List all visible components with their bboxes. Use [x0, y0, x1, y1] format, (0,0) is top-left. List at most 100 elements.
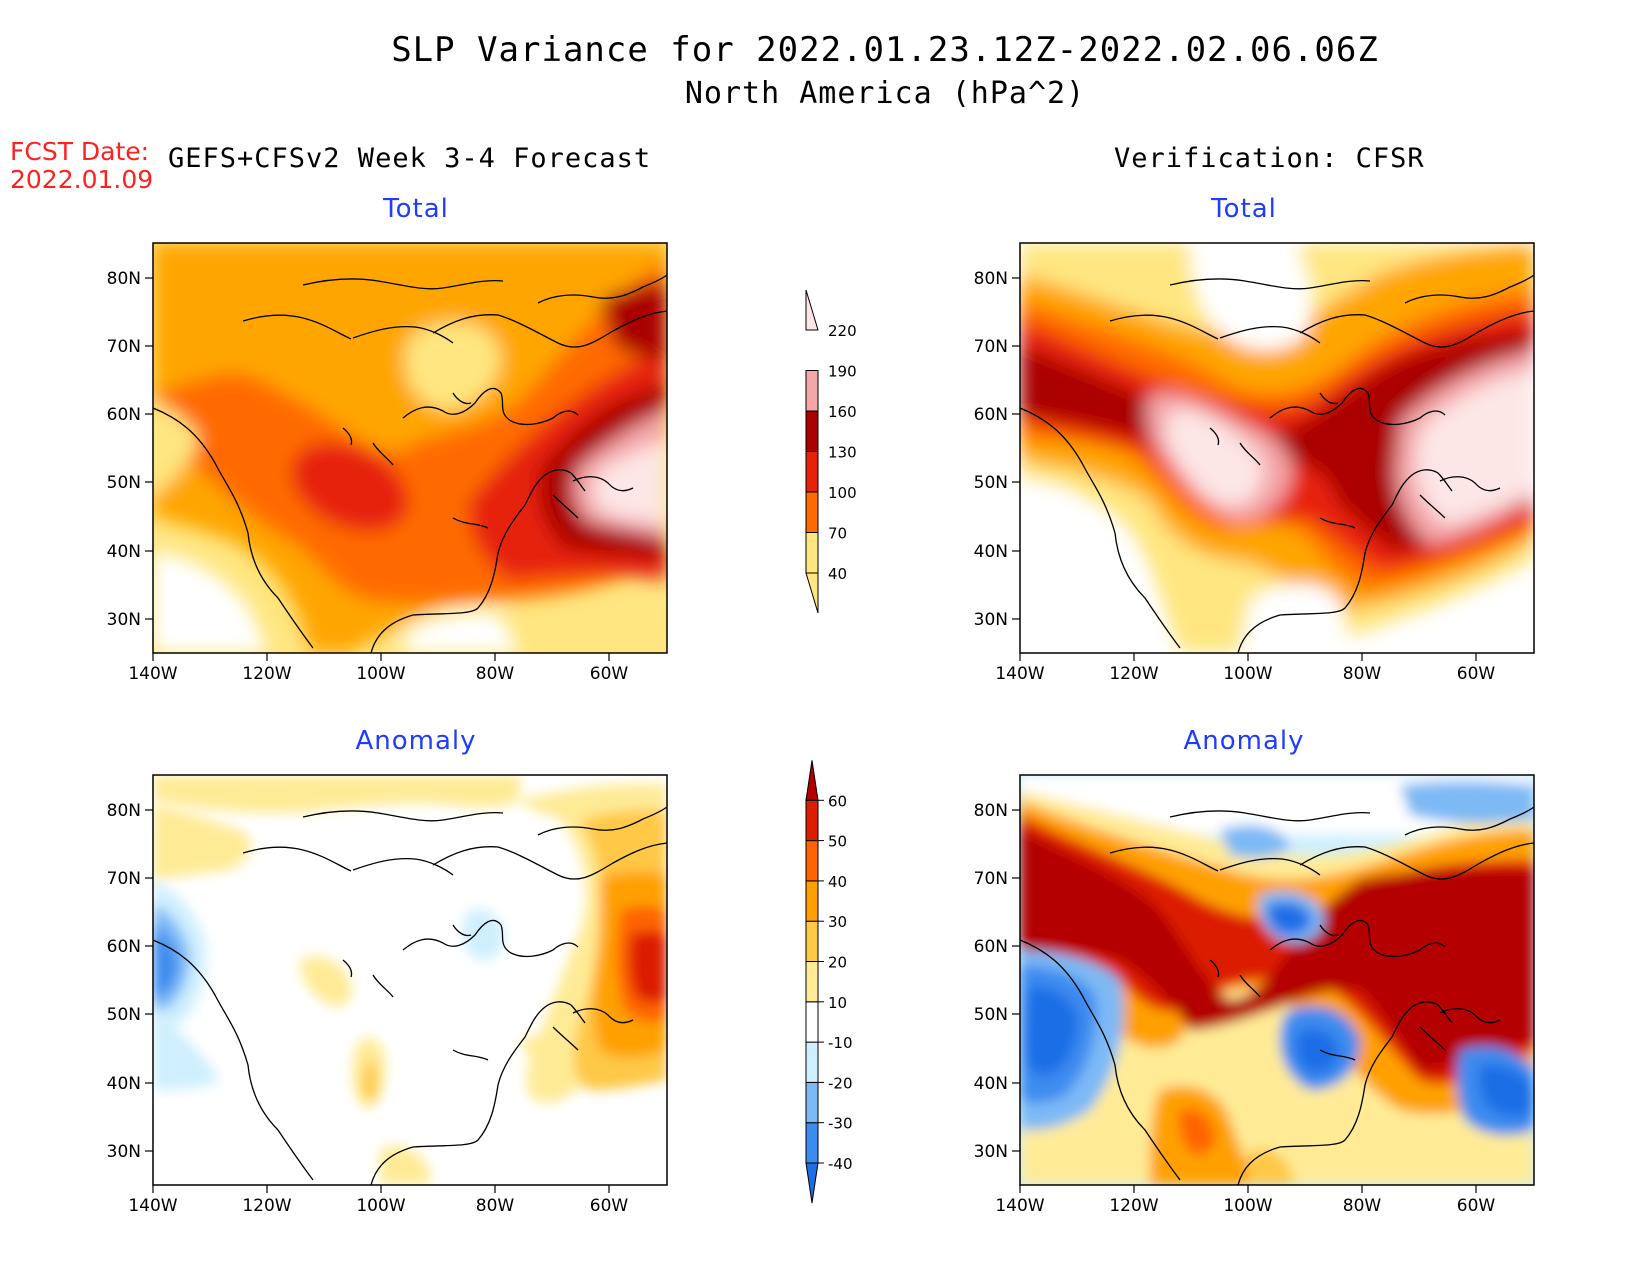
- lon-label: 100W: [1223, 664, 1272, 684]
- colorbar-label: -10: [828, 1034, 853, 1052]
- colorbar-upper-cap: [805, 289, 819, 331]
- lat-label: 80N: [974, 801, 1008, 821]
- colorbar-label: 100: [828, 484, 857, 502]
- lat-label: 30N: [974, 1142, 1008, 1162]
- colorbar-label: 40: [828, 565, 847, 583]
- lat-label: 60N: [974, 937, 1008, 957]
- colorbar-swatch: [805, 880, 819, 922]
- lat-label: 60N: [107, 405, 141, 425]
- colorbar-label: 60: [828, 792, 847, 810]
- lon-label: 100W: [1223, 1196, 1272, 1216]
- lat-label: 50N: [107, 1005, 141, 1025]
- colorbar-label: 190: [828, 363, 857, 381]
- lon-label: 100W: [356, 1196, 405, 1216]
- lon-label: 80W: [1343, 664, 1382, 684]
- lon-label: 120W: [242, 1196, 291, 1216]
- lon-label: 120W: [1109, 1196, 1158, 1216]
- anomaly-colorbar: -40 -30 -20 -10 10 20 30 40 50 60: [805, 760, 853, 1204]
- panel-title-verification-anomaly: Anomaly: [1183, 726, 1305, 756]
- forecast-total-map: [153, 243, 667, 653]
- lon-label: 120W: [1109, 664, 1158, 684]
- colorbar-swatch: [805, 1001, 819, 1043]
- colorbar-swatch: [805, 920, 819, 963]
- lat-label: 80N: [974, 269, 1008, 289]
- chart-title: SLP Variance for 2022.01.23.12Z-2022.02.…: [391, 30, 1379, 70]
- verification-column-title: Verification: CFSR: [1114, 143, 1425, 174]
- lat-label: 30N: [107, 610, 141, 630]
- lat-label: 70N: [107, 869, 141, 889]
- colorbar-swatch: [805, 1041, 819, 1083]
- colorbar-upper-cap: [805, 760, 819, 801]
- lon-label: 80W: [476, 1196, 515, 1216]
- colorbar-label: -30: [828, 1115, 853, 1133]
- lat-label: 40N: [107, 542, 141, 562]
- colorbar-swatch: [805, 370, 819, 412]
- lon-label: 80W: [1343, 1196, 1382, 1216]
- lon-label: 140W: [995, 664, 1044, 684]
- lat-label: 60N: [974, 405, 1008, 425]
- lat-label: 40N: [107, 1074, 141, 1094]
- colorbar-label: 10: [828, 994, 847, 1012]
- lat-label: 40N: [974, 1074, 1008, 1094]
- panel-title-forecast-anomaly: Anomaly: [355, 726, 477, 756]
- colorbar-label: 130: [828, 444, 857, 462]
- colorbar-label: 20: [828, 954, 847, 972]
- forecast-total-frame: [152, 242, 668, 654]
- lon-label: 80W: [476, 664, 515, 684]
- lat-label: 80N: [107, 269, 141, 289]
- panel-title-forecast-total: Total: [383, 194, 449, 224]
- lon-label: 60W: [1457, 664, 1496, 684]
- lat-label: 70N: [107, 337, 141, 357]
- verification-total-map: [1020, 243, 1534, 653]
- forecast-date: FCST Date: 2022.01.09: [10, 138, 153, 194]
- panel-title-verification-total: Total: [1211, 194, 1277, 224]
- colorbar-label: 220: [828, 322, 857, 340]
- colorbar-label: -20: [828, 1074, 853, 1092]
- colorbar-label: 30: [828, 913, 847, 931]
- verification-anomaly-map: [1020, 775, 1534, 1185]
- lat-label: 30N: [107, 1142, 141, 1162]
- colorbar-lower-cap: [805, 572, 819, 614]
- lat-label: 70N: [974, 337, 1008, 357]
- colorbar-swatch: [805, 1081, 819, 1124]
- forecast-anomaly-frame: [152, 774, 668, 1186]
- colorbar-label: -40: [828, 1155, 853, 1173]
- lon-label: 100W: [356, 664, 405, 684]
- forecast-date-label: FCST Date:: [10, 137, 150, 166]
- lon-label: 140W: [995, 1196, 1044, 1216]
- chart-subtitle: North America (hPa^2): [684, 76, 1086, 111]
- colorbar-label: 70: [828, 525, 847, 543]
- lat-label: 50N: [974, 1005, 1008, 1025]
- forecast-column-title: GEFS+CFSv2 Week 3-4 Forecast: [168, 143, 652, 174]
- colorbar-swatch: [805, 840, 819, 882]
- colorbar-swatch: [805, 961, 819, 1003]
- lat-label: 50N: [107, 473, 141, 493]
- lon-label: 60W: [1457, 1196, 1496, 1216]
- colorbar-label: 50: [828, 833, 847, 851]
- colorbar-lower-cap: [805, 1162, 819, 1204]
- colorbar-swatch: [805, 410, 819, 452]
- verification-anomaly-frame: [1019, 774, 1535, 1186]
- forecast-date-value: 2022.01.09: [10, 165, 154, 194]
- lat-label: 60N: [107, 937, 141, 957]
- lon-label: 140W: [128, 664, 177, 684]
- axes-layer: 80N 70N 60N 50N 40N 30N 140W 120W 100W 80W 60W 80N 7…: [107, 269, 1496, 1216]
- colorbar-swatch: [805, 799, 819, 842]
- lat-label: 80N: [107, 801, 141, 821]
- colorbar-label: 160: [828, 403, 857, 421]
- lat-label: 30N: [974, 610, 1008, 630]
- lat-label: 50N: [974, 473, 1008, 493]
- lon-label: 60W: [590, 1196, 629, 1216]
- forecast-anomaly-map: [153, 775, 667, 1185]
- colorbar-swatch: [805, 491, 819, 533]
- colorbar-swatch: [805, 451, 819, 493]
- lat-label: 70N: [974, 869, 1008, 889]
- total-colorbar: 40 70 100 130 160 190 220: [805, 289, 857, 614]
- colorbar-swatch: [805, 1122, 819, 1164]
- colorbar-swatch: [805, 532, 819, 574]
- lat-label: 40N: [974, 542, 1008, 562]
- lon-label: 140W: [128, 1196, 177, 1216]
- lon-label: 60W: [590, 664, 629, 684]
- colorbar-label: 40: [828, 873, 847, 891]
